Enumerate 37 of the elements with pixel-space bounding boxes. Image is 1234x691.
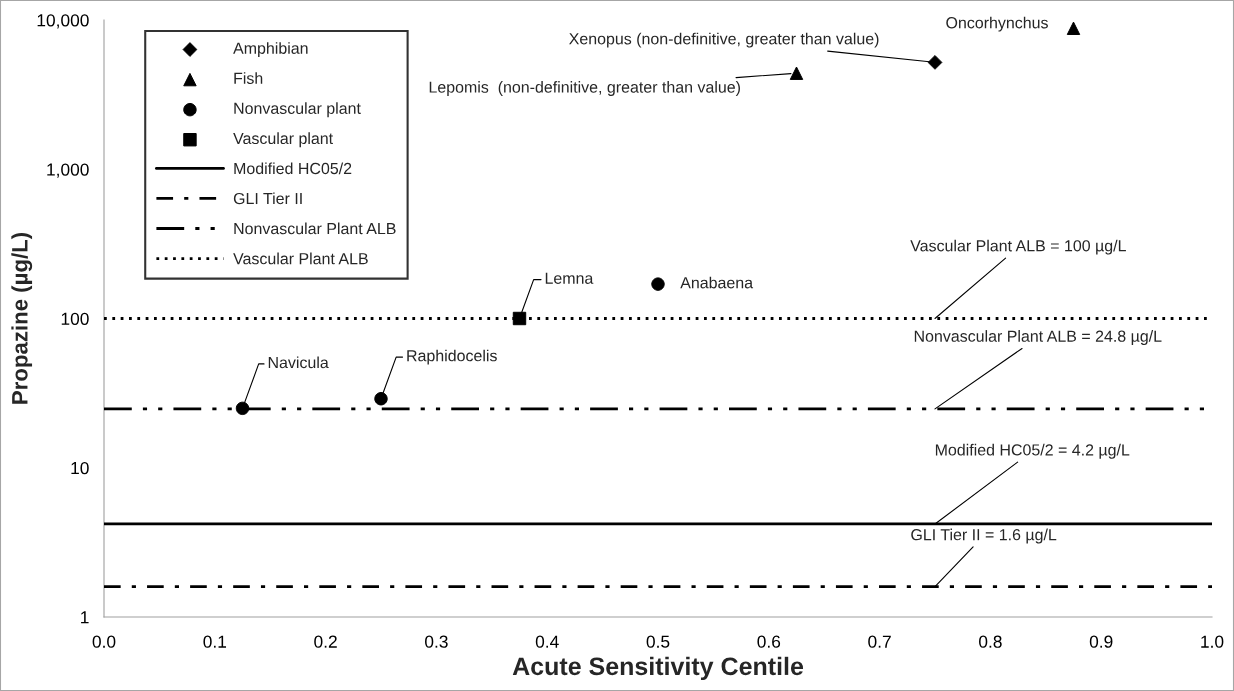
legend-label: Nonvascular Plant ALB	[234, 222, 396, 235]
legend-label: Vascular Plant ALB	[233, 252, 368, 265]
x-axis-title: Acute Sensitivity Centile	[512, 656, 804, 681]
legend-label: Amphibian	[233, 42, 308, 58]
x-tick-label: 0.8	[979, 635, 1002, 648]
x-tick-label: 0.7	[868, 635, 891, 648]
annotation: Nonvascular Plant ALB = 24.8 µg/L	[914, 330, 1162, 345]
y-tick-label: 10,000	[37, 14, 89, 29]
y-tick-label: 10	[71, 461, 89, 475]
x-tick-label: 1.0	[1201, 635, 1224, 648]
x-tick-label: 0.3	[425, 635, 448, 648]
annotation: Navicula	[268, 356, 329, 369]
y-tick-label: 1,000	[47, 163, 89, 178]
legend-label: GLI Tier II	[233, 192, 302, 205]
y-tick-label: 1	[81, 611, 89, 624]
legend-label: Nonvascular plant	[234, 102, 361, 118]
y-tick-label: 100	[61, 312, 89, 325]
x-tick-label: 0.0	[92, 635, 116, 648]
annotation: Xenopus (non-definitive, greater than value)	[569, 32, 879, 48]
x-tick-label: 0.2	[314, 635, 337, 648]
x-tick-label: 0.9	[1089, 635, 1113, 648]
legend-label: Vascular plant	[233, 132, 333, 148]
x-tick-label: 0.1	[203, 635, 227, 648]
annotation: Lemna	[545, 272, 594, 284]
annotation: Lepomis (non-definitive, greater than value)	[429, 81, 740, 96]
annotation: Raphidocelis	[407, 349, 497, 365]
legend-label: Modified HC05/2	[234, 162, 352, 175]
annotation: GLI Tier II = 1.6 µg/L	[911, 528, 1057, 544]
legend-label: Fish	[234, 72, 263, 84]
y-axis-title: Propazine (µg/L)	[11, 232, 33, 404]
annotation: Modified HC05/2 = 4.2 µg/L	[935, 443, 1130, 459]
annotation: Anabaena	[680, 276, 754, 289]
x-tick-label: 0.6	[757, 635, 781, 648]
annotation: Vascular Plant ALB = 100 µg/L	[910, 239, 1126, 255]
x-tick-label: 0.5	[646, 635, 670, 648]
x-tick-label: 0.4	[535, 635, 559, 648]
annotation: Oncorhynchus	[946, 16, 1048, 32]
